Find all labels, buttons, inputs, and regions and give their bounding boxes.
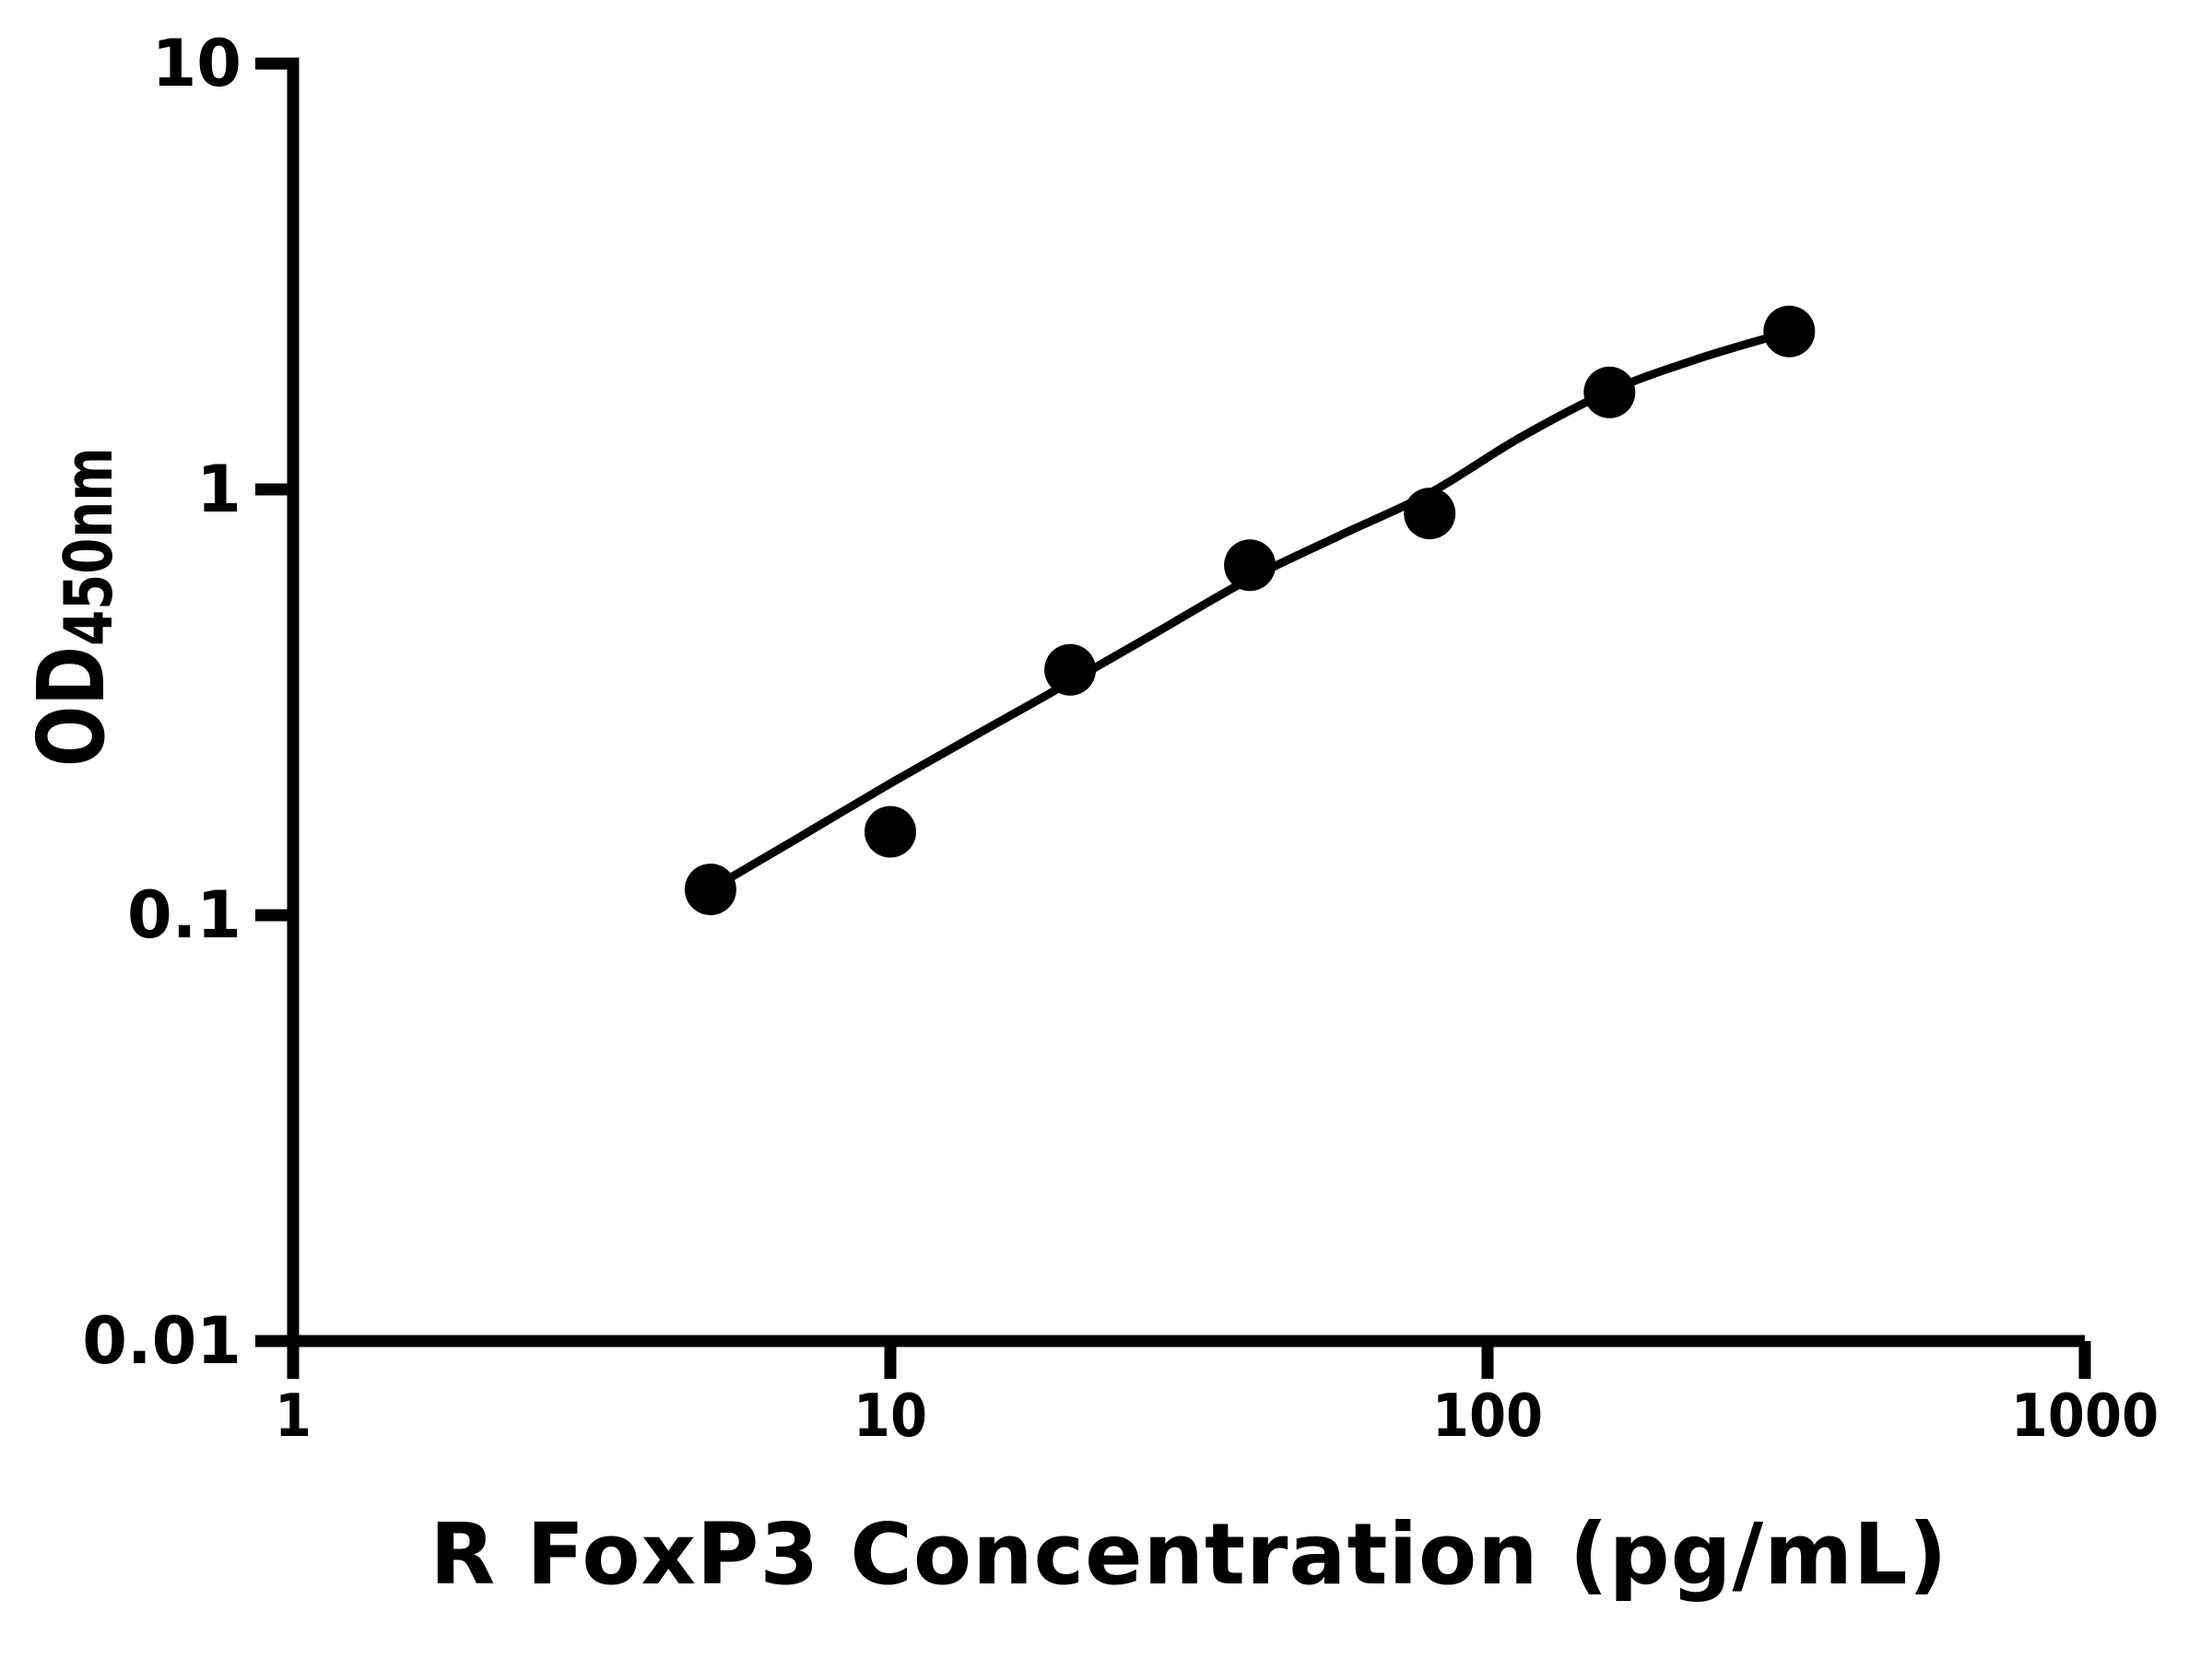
data-point: [1404, 488, 1456, 540]
fitted-curve: [708, 327, 1791, 893]
y-axis-title: OD450nm: [17, 447, 127, 767]
x-tick-label: 1000: [2010, 1382, 2159, 1451]
data-point: [1583, 366, 1636, 418]
x-tick-label: 10: [853, 1382, 928, 1451]
y-tick-label: 10: [151, 26, 241, 101]
x-tick-label: 100: [1431, 1382, 1544, 1451]
data-point: [865, 806, 916, 858]
data-point: [1224, 539, 1277, 592]
data-point: [1044, 643, 1097, 696]
x-tick-label: 1: [274, 1382, 312, 1451]
x-axis-title: R FoxP3 Concentration (pg/mL): [429, 1505, 1948, 1604]
y-tick-label: 1: [196, 452, 241, 527]
y-tick-label: 0.1: [126, 877, 241, 953]
y-tick-label: 0.01: [82, 1303, 241, 1379]
data-point: [1763, 305, 1816, 358]
y-axis-title-main: OD: [18, 645, 125, 767]
data-point: [684, 864, 736, 915]
